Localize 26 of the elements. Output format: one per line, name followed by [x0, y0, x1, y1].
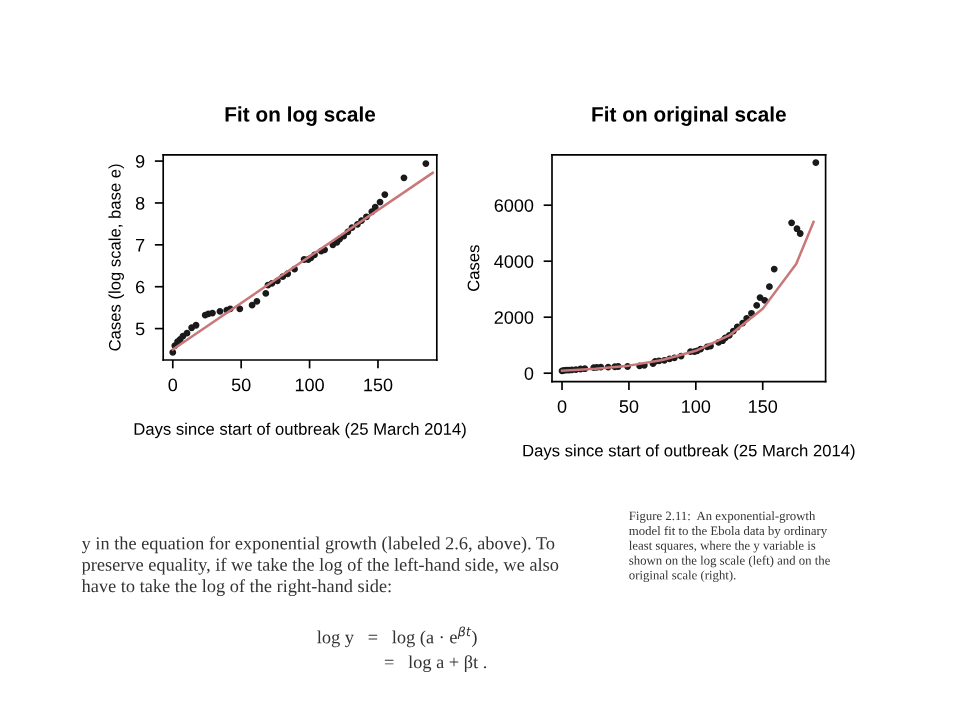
y-tick-label: 2000 [494, 311, 534, 324]
y-tick-label: 4000 [494, 255, 534, 268]
x-tick-label: 100 [295, 378, 324, 392]
y-tick-label: 8 [135, 196, 145, 210]
x-tick-label: 150 [364, 378, 393, 392]
text: y in the equation for exponential growth (labeled 2.6, above). To preserve equality, if we take the log of the left-hand side, we also have to take the log of the right-hand side: [81, 536, 559, 597]
text: = log a + βt . [384, 655, 487, 673]
y-axis-title: Cases (log scale, base e) [108, 164, 124, 351]
x-tick-label: 50 [231, 378, 251, 392]
y-tick-label: 6 [136, 280, 145, 294]
x-tick-label: 0 [557, 400, 567, 413]
y-tick-label: 6000 [494, 199, 534, 212]
x-tick-label: 100 [682, 400, 711, 413]
y-tick-label: 7 [136, 238, 145, 252]
x-tick-label: 0 [168, 378, 178, 392]
chart-title: Fit on original scale [592, 106, 786, 126]
y-tick-label: 0 [524, 367, 534, 380]
y-tick-label: 9 [135, 155, 145, 168]
x-axis-title: Days since start of outbreak (25 March 2014) [134, 422, 466, 439]
text: log y = log (a · e$^{βt}$) [317, 626, 477, 648]
y-axis-title: Cases [467, 245, 480, 291]
x-tick-label: 150 [749, 400, 778, 413]
x-axis-title: Days since start of outbreak (25 March 2014) [523, 444, 855, 460]
chart-title: Fit on log scale [225, 106, 376, 126]
x-tick-label: 50 [619, 400, 639, 413]
y-tick-label: 5 [135, 322, 145, 336]
